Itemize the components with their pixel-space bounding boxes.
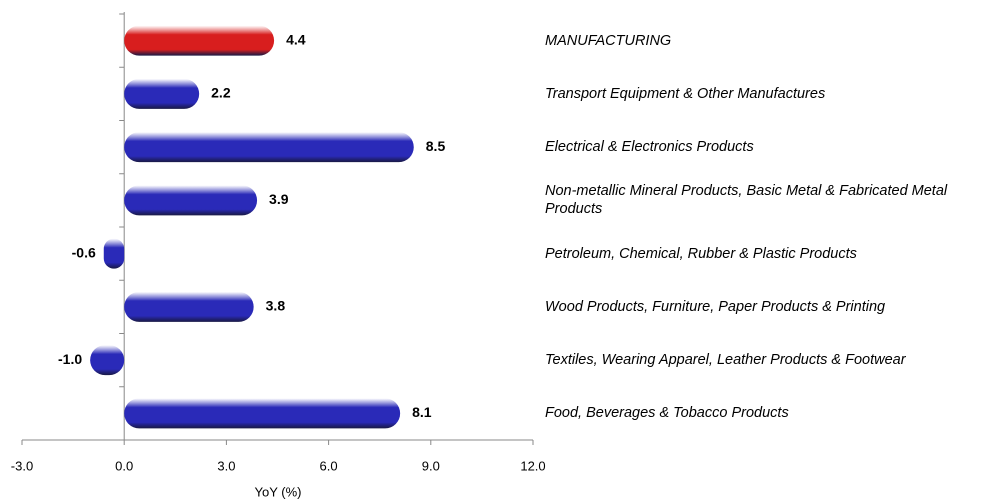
data-label: 3.9 — [269, 191, 289, 207]
category-label: Transport Equipment & Other Manufactures — [545, 85, 826, 102]
data-label: 2.2 — [211, 85, 231, 101]
data-label: 4.4 — [286, 31, 306, 47]
x-axis-title: YoY (%) — [255, 484, 302, 499]
data-label: -1.0 — [58, 351, 82, 367]
category-label: Non-metallic Mineral Products, Basic Met… — [545, 183, 948, 218]
category-label: Wood Products, Furniture, Paper Products… — [545, 298, 886, 315]
x-tick-label: 6.0 — [320, 458, 338, 473]
bar — [124, 132, 414, 163]
data-label: 3.8 — [266, 298, 286, 314]
bar — [124, 398, 401, 429]
bar — [124, 78, 200, 109]
x-tick-label: 0.0 — [115, 458, 133, 473]
data-label: -0.6 — [72, 244, 96, 260]
category-label: Textiles, Wearing Apparel, Leather Produ… — [545, 352, 906, 369]
x-tick-label: 9.0 — [422, 458, 440, 473]
category-label: Food, Beverages & Tobacco Products — [545, 405, 789, 422]
x-tick-label: -3.0 — [11, 458, 33, 473]
data-label: 8.5 — [426, 138, 446, 154]
category-label: Petroleum, Chemical, Rubber & Plastic Pr… — [545, 245, 857, 262]
bar — [103, 238, 125, 269]
bar — [90, 345, 125, 376]
bar — [124, 185, 258, 216]
x-tick-label: 12.0 — [520, 458, 545, 473]
bar — [124, 291, 254, 322]
bar — [124, 25, 275, 56]
category-label: Electrical & Electronics Products — [545, 139, 754, 156]
category-label: MANUFACTURING — [545, 32, 672, 49]
data-label: 8.1 — [412, 404, 432, 420]
x-tick-label: 3.0 — [217, 458, 235, 473]
